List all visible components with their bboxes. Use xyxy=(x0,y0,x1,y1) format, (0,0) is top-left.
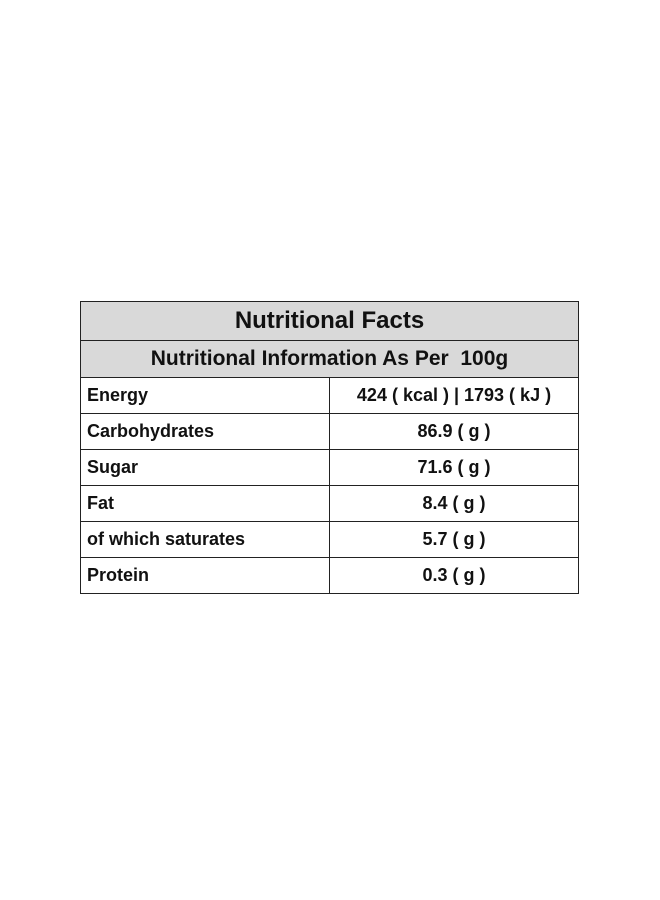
row-value: 424 ( kcal ) | 1793 ( kJ ) xyxy=(329,377,579,414)
row-value: 86.9 ( g ) xyxy=(329,413,579,450)
row-label: Protein xyxy=(80,557,330,594)
row-label: Energy xyxy=(80,377,330,414)
row-label: Sugar xyxy=(80,449,330,486)
row-label: Fat xyxy=(80,485,330,522)
row-value: 0.3 ( g ) xyxy=(329,557,579,594)
table-row-saturates: of which saturates 5.7 ( g ) xyxy=(80,521,579,558)
row-value: 5.7 ( g ) xyxy=(329,521,579,558)
table-row-sugar: Sugar 71.6 ( g ) xyxy=(80,449,579,486)
table-row-energy: Energy 424 ( kcal ) | 1793 ( kJ ) xyxy=(80,377,579,414)
table-subtitle: Nutritional Information As Per 100g xyxy=(80,340,579,378)
table-row-protein: Protein 0.3 ( g ) xyxy=(80,557,579,594)
table-subtitle-row: Nutritional Information As Per 100g xyxy=(80,340,579,378)
table-title-row: Nutritional Facts xyxy=(80,301,579,341)
nutrition-facts-table: Nutritional Facts Nutritional Informatio… xyxy=(80,301,579,594)
table-row-fat: Fat 8.4 ( g ) xyxy=(80,485,579,522)
row-value: 8.4 ( g ) xyxy=(329,485,579,522)
table-title: Nutritional Facts xyxy=(80,301,579,341)
row-value: 71.6 ( g ) xyxy=(329,449,579,486)
row-label: of which saturates xyxy=(80,521,330,558)
table-row-carbohydrates: Carbohydrates 86.9 ( g ) xyxy=(80,413,579,450)
row-label: Carbohydrates xyxy=(80,413,330,450)
